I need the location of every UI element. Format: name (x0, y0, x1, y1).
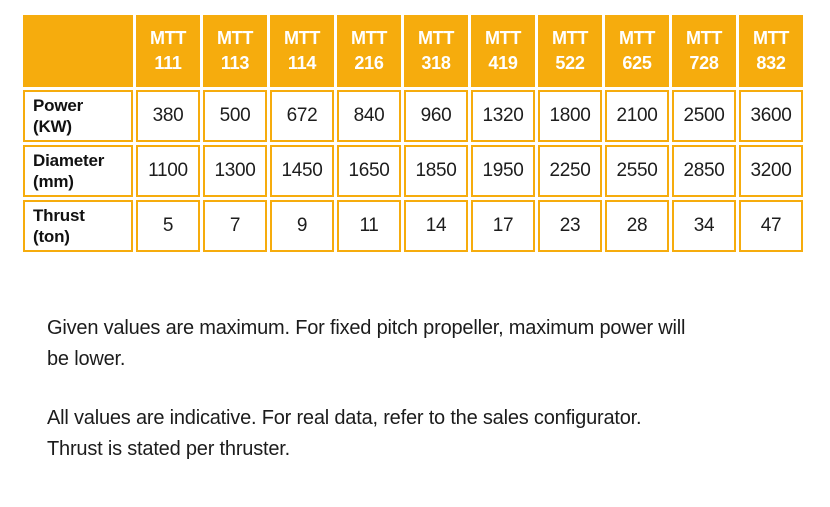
row-label-line: (mm) (33, 172, 74, 191)
row-label-line: Power (33, 95, 84, 115)
value-cell: 47 (739, 200, 803, 252)
note-line: Thrust is stated per thruster. (47, 437, 290, 460)
column-header-mtt-728: MTT 728 (672, 15, 736, 87)
value-cell: 1800 (538, 90, 602, 142)
column-header-mtt-832: MTT 832 (739, 15, 803, 87)
thruster-spec-table: MTT 111 MTT 113 MTT 114 MTT 216 MTT 318 MTT 419 MTT 5… (20, 12, 806, 255)
column-header-mtt-419: MTT 419 (471, 15, 535, 87)
value-cell: 2850 (672, 145, 736, 197)
value-cell: 2250 (538, 145, 602, 197)
table-header: MTT 111 MTT 113 MTT 114 MTT 216 MTT 318 MTT 419 MTT 5… (23, 15, 803, 87)
column-header-mtt-113: MTT 113 (203, 15, 267, 87)
column-brand: MTT (618, 27, 656, 48)
column-model: 522 (555, 53, 585, 73)
value-cell: 34 (672, 200, 736, 252)
value-cell: 17 (471, 200, 535, 252)
column-brand: MTT (350, 27, 388, 48)
column-brand: MTT (216, 27, 254, 48)
value-cell: 960 (404, 90, 468, 142)
column-model: 111 (154, 53, 182, 73)
column-header-mtt-522: MTT 522 (538, 15, 602, 87)
column-model: 113 (220, 53, 250, 73)
column-model: 832 (756, 53, 786, 73)
value-cell: 1650 (337, 145, 401, 197)
value-cell: 1320 (471, 90, 535, 142)
value-cell: 9 (270, 200, 334, 252)
row-label: Diameter (mm) (23, 145, 133, 197)
note-paragraph: Given values are maximum. For fixed pitc… (47, 313, 830, 374)
value-cell: 1300 (203, 145, 267, 197)
table-body: Power (KW) 380 500 672 840 960 1320 1800 2100 2500… (23, 90, 803, 252)
column-header-mtt-111: MTT 111 (136, 15, 200, 87)
table-row: Power (KW) 380 500 672 840 960 1320 1800 2100 2500… (23, 90, 803, 142)
value-cell: 28 (605, 200, 669, 252)
column-brand: MTT (283, 27, 321, 48)
value-cell: 5 (136, 200, 200, 252)
note-line: Given values are maximum. For fixed pitc… (47, 317, 686, 339)
column-model: 728 (689, 53, 719, 73)
value-cell: 7 (203, 200, 267, 252)
note-line: be lower. (47, 347, 126, 370)
column-header-mtt-114: MTT 114 (270, 15, 334, 87)
value-cell: 3200 (739, 145, 803, 197)
table-row: Diameter (mm) 1100 1300 1450 1650 1850 1950 2250… (23, 145, 803, 197)
value-cell: 2550 (605, 145, 669, 197)
column-header-mtt-625: MTT 625 (605, 15, 669, 87)
value-cell: 23 (538, 200, 602, 252)
column-model: 419 (488, 53, 518, 73)
value-cell: 840 (337, 90, 401, 142)
note-line: All values are indicative. For real data… (47, 407, 642, 430)
value-cell: 672 (270, 90, 334, 142)
column-header-mtt-318: MTT 318 (404, 15, 468, 87)
column-brand: MTT (752, 27, 790, 48)
column-model: 114 (287, 53, 317, 73)
note-paragraph: All values are indicative. For real data… (47, 403, 830, 464)
row-label-line: (ton) (33, 227, 70, 246)
header-row: MTT 111 MTT 113 MTT 114 MTT 216 MTT 318 MTT 419 MTT 5… (23, 15, 803, 87)
row-label: Power (KW) (23, 90, 133, 142)
column-model: 318 (421, 53, 451, 73)
row-label: Thrust (ton) (23, 200, 133, 252)
value-cell: 3600 (739, 90, 803, 142)
column-model: 216 (354, 53, 384, 73)
column-model: 625 (622, 53, 652, 73)
corner-cell (23, 15, 133, 87)
table-row: Thrust (ton) 5 7 9 11 14 17 23 28 34 47 (23, 200, 803, 252)
row-label-line: (KW) (33, 117, 72, 136)
notes-section: Given values are maximum. For fixed pitc… (47, 313, 830, 464)
row-label-line: Thrust (33, 205, 85, 225)
column-brand: MTT (484, 27, 522, 48)
value-cell: 11 (337, 200, 401, 252)
value-cell: 500 (203, 90, 267, 142)
column-brand: MTT (417, 27, 455, 48)
value-cell: 2100 (605, 90, 669, 142)
column-header-mtt-216: MTT 216 (337, 15, 401, 87)
value-cell: 1850 (404, 145, 468, 197)
value-cell: 14 (404, 200, 468, 252)
row-label-line: Diameter (33, 150, 105, 170)
value-cell: 2500 (672, 90, 736, 142)
column-brand: MTT (685, 27, 723, 48)
value-cell: 1950 (471, 145, 535, 197)
column-brand: MTT (149, 27, 187, 48)
value-cell: 1100 (136, 145, 200, 197)
value-cell: 1450 (270, 145, 334, 197)
column-brand: MTT (551, 27, 589, 48)
value-cell: 380 (136, 90, 200, 142)
